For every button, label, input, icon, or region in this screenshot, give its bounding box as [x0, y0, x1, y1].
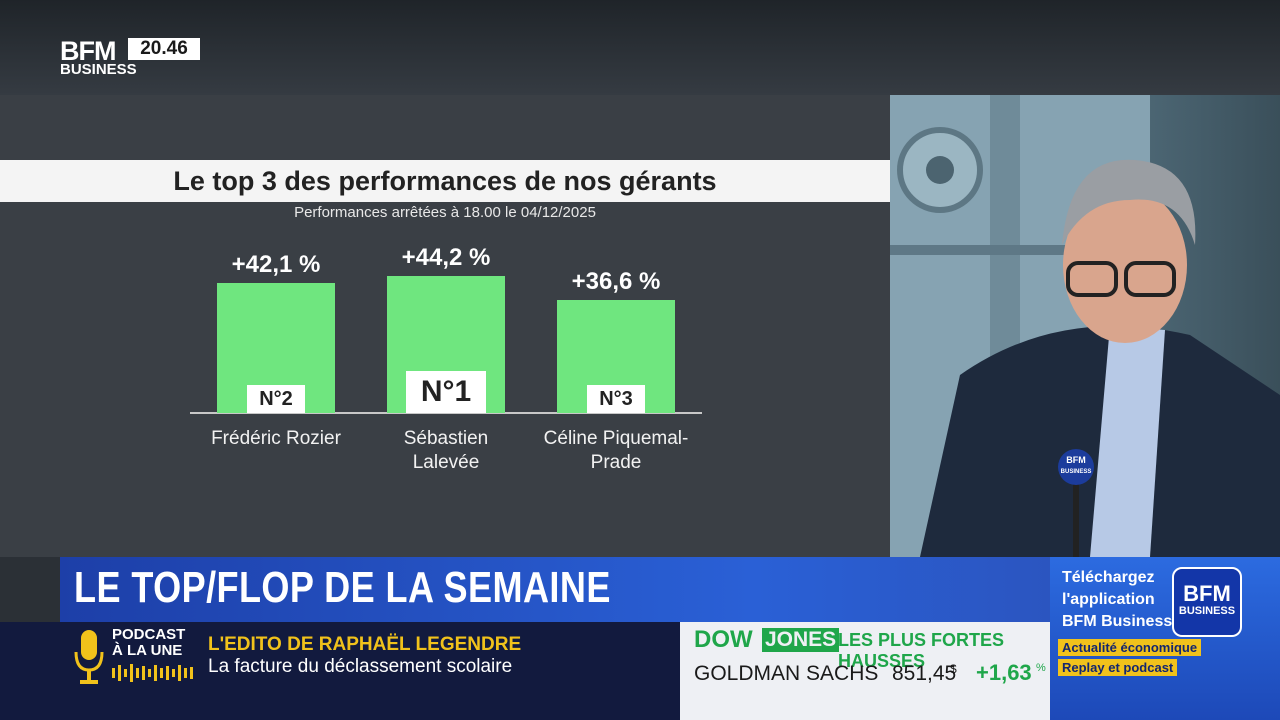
chart-subtitle: Performances arrêtées à 18.00 le 04/12/2… — [294, 204, 596, 221]
mic-icon — [74, 630, 104, 684]
stock-name: GOLDMAN SACHS — [694, 662, 879, 685]
microphone — [1058, 449, 1094, 485]
promo-logo: BFM BUSINESS — [1172, 567, 1242, 637]
rank-label: N°3 — [587, 385, 645, 413]
mic-sub: BUSINESS — [1061, 469, 1092, 475]
person-head — [1063, 187, 1187, 343]
podcast-headline: L'EDITO DE RAPHAËL LEGENDRE — [208, 634, 522, 655]
podcast-label: À LA UNE — [112, 642, 183, 659]
logo-brand: BFM — [60, 36, 116, 66]
waveform — [112, 664, 193, 682]
studio-background — [0, 0, 1280, 95]
baseline — [190, 412, 702, 414]
index-name: DOW — [694, 626, 753, 653]
promo-text: BFM Business — [1062, 613, 1173, 630]
podcast-ticker: PODCAST À LA UNE L'EDITO DE RAPHAËL LEGE… — [0, 622, 680, 720]
promo-tag: Actualité économique — [1058, 639, 1202, 656]
podcast-subline: La facture du déclassement scolaire — [208, 656, 513, 677]
value-label: +42,1 % — [231, 250, 321, 278]
value-label: +44,2 % — [401, 244, 491, 272]
category-label: Frédéric Rozier — [211, 428, 341, 449]
bar-chart: +42,1 % N°2 Frédéric Rozier +44,2 % N°1 Sébas… — [190, 244, 702, 473]
stock-currency: $ — [950, 662, 957, 676]
value-label: +36,6 % — [571, 267, 661, 295]
glasses-right — [1124, 261, 1176, 297]
headline-text: LE TOP/FLOP DE LA SEMAINE — [74, 563, 611, 612]
video-feed: BFM BUSINESS — [890, 95, 1280, 557]
clock: 20.46 — [128, 38, 200, 60]
chart-title: Le top 3 des performances de nos gérants — [173, 166, 717, 196]
promo-tag: Replay et podcast — [1058, 659, 1178, 676]
index-name: JONES — [762, 628, 840, 652]
promo-text: Téléchargez — [1062, 569, 1155, 586]
person-hair — [1062, 159, 1196, 245]
studio-scene: BFM BUSINESS — [890, 95, 1280, 557]
mic-brand: BFM — [1066, 455, 1086, 465]
rank-label: N°1 — [406, 371, 486, 413]
headline-banner — [60, 557, 1050, 622]
stock-change: +1,63 — [976, 660, 1032, 685]
podcast-label: PODCAST — [112, 626, 186, 643]
person-shirt — [1090, 325, 1165, 557]
app-promo: Téléchargez l'application BFM Business B… — [1050, 557, 1280, 720]
microphone-stand — [1073, 475, 1079, 557]
vault-rail — [890, 245, 1150, 255]
stock-change-unit: % — [1036, 662, 1046, 674]
promo-logo-brand: BFM — [1183, 581, 1231, 606]
market-ticker: DOW JONES LES PLUS FORTES HAUSSES GOLDMA… — [680, 622, 1050, 720]
title-strip — [0, 160, 890, 202]
vault-knob — [926, 156, 954, 184]
glasses-left — [1066, 261, 1118, 297]
promo-text: l'application — [1062, 591, 1155, 608]
rank-label: N°2 — [247, 385, 305, 413]
market-heading: LES PLUS FORTES HAUSSES — [838, 630, 1005, 671]
category-label: Sébastien Lalevée — [403, 428, 489, 473]
stock-price: 851,45 — [892, 662, 957, 685]
category-label: Céline Piquemal-Prade — [543, 428, 689, 473]
logo-sub: BUSINESS — [60, 61, 137, 78]
promo-logo-sub: BUSINESS — [1178, 605, 1236, 617]
